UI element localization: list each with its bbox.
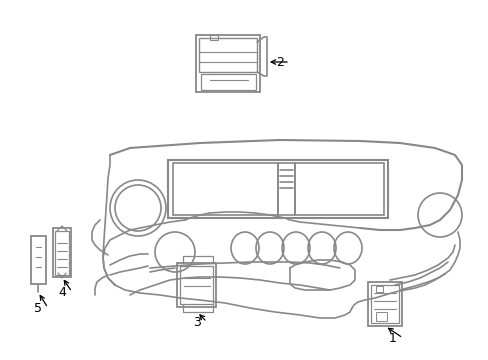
Bar [294,163,383,215]
Bar [173,163,278,215]
Bar [177,263,216,307]
Text: 5: 5 [34,302,42,315]
Bar [367,282,401,326]
Bar [209,35,218,40]
Bar [375,286,382,292]
Bar [278,163,294,215]
Bar [55,231,69,275]
Bar [370,285,398,323]
Bar [31,236,46,284]
Text: 4: 4 [58,285,66,298]
Bar [375,312,386,321]
Bar [53,228,71,277]
Bar [168,160,387,218]
Bar [196,35,260,92]
Bar [199,38,257,72]
Bar [180,266,213,304]
Text: 3: 3 [193,315,201,328]
Text: 2: 2 [276,55,284,68]
Bar [201,74,256,90]
Text: 1: 1 [388,332,396,345]
